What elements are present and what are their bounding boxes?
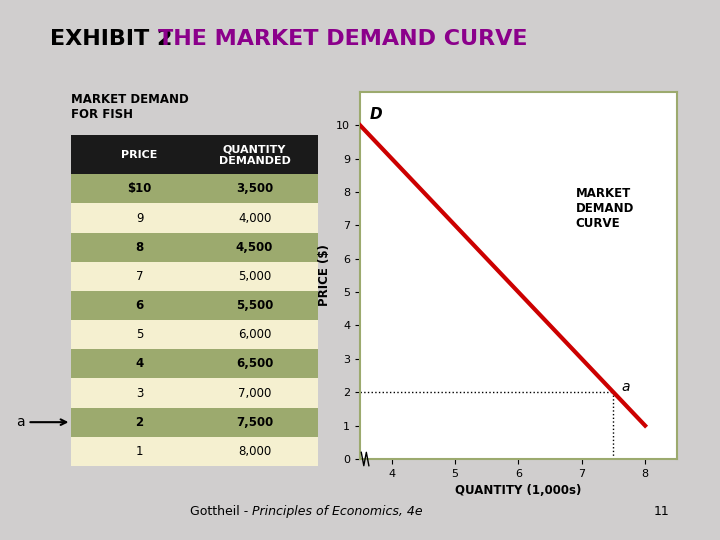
Text: 2: 2 [135, 416, 144, 429]
Text: 6,000: 6,000 [238, 328, 271, 341]
Text: 5: 5 [136, 328, 143, 341]
X-axis label: QUANTITY (1,000s): QUANTITY (1,000s) [455, 484, 582, 497]
FancyBboxPatch shape [71, 233, 318, 262]
Y-axis label: PRICE ($): PRICE ($) [318, 245, 330, 306]
Text: D: D [369, 106, 382, 122]
FancyBboxPatch shape [71, 408, 318, 437]
Text: 7: 7 [136, 270, 143, 283]
Text: 5,500: 5,500 [236, 299, 274, 312]
Text: QUANTITY
DEMANDED: QUANTITY DEMANDED [219, 144, 291, 166]
Text: a: a [16, 415, 66, 429]
Text: EXHIBIT 2: EXHIBIT 2 [50, 29, 173, 49]
FancyBboxPatch shape [71, 204, 318, 233]
Text: 11: 11 [654, 505, 670, 518]
FancyBboxPatch shape [71, 262, 318, 291]
FancyBboxPatch shape [71, 136, 318, 174]
Text: PRICE: PRICE [122, 150, 158, 160]
Text: a: a [621, 380, 629, 394]
Text: 7,000: 7,000 [238, 387, 271, 400]
Text: THE MARKET DEMAND CURVE: THE MARKET DEMAND CURVE [158, 29, 528, 49]
Text: 4,500: 4,500 [236, 241, 274, 254]
Text: 4,000: 4,000 [238, 212, 271, 225]
Text: 3: 3 [136, 387, 143, 400]
Text: MARKET DEMAND
FOR FISH: MARKET DEMAND FOR FISH [71, 93, 189, 120]
FancyBboxPatch shape [71, 174, 318, 204]
Text: 5,000: 5,000 [238, 270, 271, 283]
Text: 8: 8 [135, 241, 144, 254]
FancyBboxPatch shape [71, 349, 318, 379]
Text: 7,500: 7,500 [236, 416, 273, 429]
Text: 6: 6 [135, 299, 144, 312]
Text: 6,500: 6,500 [236, 357, 274, 370]
Text: 1: 1 [136, 445, 143, 458]
Text: 4: 4 [135, 357, 144, 370]
Text: 9: 9 [136, 212, 143, 225]
Text: 3,500: 3,500 [236, 183, 273, 195]
Text: Gottheil -: Gottheil - [190, 505, 252, 518]
Text: $10: $10 [127, 183, 152, 195]
FancyBboxPatch shape [71, 320, 318, 349]
Text: 8,000: 8,000 [238, 445, 271, 458]
Text: MARKET
DEMAND
CURVE: MARKET DEMAND CURVE [575, 187, 634, 230]
Text: Principles of Economics, 4e: Principles of Economics, 4e [252, 505, 423, 518]
FancyBboxPatch shape [71, 437, 318, 466]
FancyBboxPatch shape [71, 379, 318, 408]
FancyBboxPatch shape [71, 291, 318, 320]
